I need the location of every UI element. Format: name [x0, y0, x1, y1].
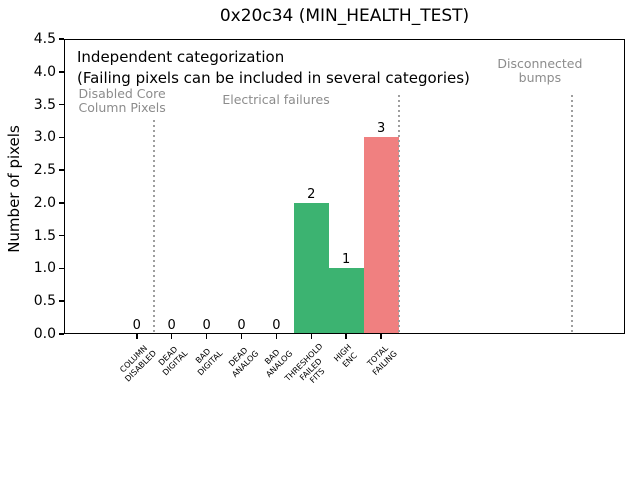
y-tick-label: 0.5: [33, 293, 56, 310]
bar: [293, 202, 329, 334]
y-tick-label: 2.5: [33, 162, 56, 179]
x-axis-tick: [380, 334, 382, 339]
x-axis-tick: [170, 334, 173, 339]
plot-area-border: [64, 39, 625, 334]
bar-value-label: 0: [202, 318, 211, 333]
y-tick-label: 1.0: [33, 260, 56, 277]
separator-line: [152, 120, 155, 334]
y-axis-tick: [59, 103, 64, 106]
annotation-independent-categorization: Independent categorization (Failing pixe…: [77, 48, 470, 87]
y-axis-tick: [59, 136, 64, 139]
y-tick-label: 3.0: [33, 129, 56, 146]
y-axis-tick: [59, 169, 64, 171]
bar-value-label: 0: [167, 318, 176, 333]
y-tick-label: 2.0: [33, 194, 56, 211]
y-axis-tick: [59, 267, 64, 270]
bar-value-label: 1: [342, 252, 351, 268]
bar-value-label: 2: [307, 186, 316, 202]
y-tick-label: 0.0: [33, 326, 56, 342]
separator-line: [570, 95, 573, 334]
x-axis-tick: [310, 334, 313, 339]
chart-title: 0x20c34 (MIN_HEALTH_TEST): [219, 6, 470, 26]
region-label: Disabled Core Column Pixels: [78, 86, 166, 115]
y-axis-tick: [59, 202, 64, 204]
x-tick-label: DEAD ANALOG: [226, 345, 260, 379]
y-tick-label: 3.5: [33, 96, 56, 113]
bar-value-label: 0: [237, 318, 246, 333]
x-tick-label: DEAD DIGITAL: [157, 344, 190, 378]
y-tick-label: 4.0: [33, 63, 56, 80]
y-tick-label: 4.5: [33, 31, 56, 47]
y-axis-tick: [59, 234, 64, 237]
x-tick-label: HIGH ENC: [331, 342, 359, 369]
separator-line: [397, 95, 400, 334]
x-axis-tick: [275, 334, 278, 339]
x-axis-tick: [205, 334, 208, 339]
x-axis-tick: [240, 334, 243, 339]
bar-value-label: 3: [376, 121, 386, 137]
bar-value-label: 0: [272, 318, 281, 333]
bar: [328, 268, 364, 334]
x-tick-label: COLUMN DISABLED: [118, 343, 158, 384]
x-axis-tick: [345, 334, 347, 339]
y-axis-tick: [59, 300, 64, 302]
x-axis-tick: [136, 334, 138, 339]
bar: [363, 137, 399, 334]
region-label: Disconnected bumps: [497, 56, 583, 85]
x-tick-label: TOTAL FAILING: [365, 343, 399, 377]
y-tick-label: 1.5: [33, 227, 56, 244]
bar-value-label: 0: [132, 318, 141, 333]
y-axis-tick: [59, 333, 64, 335]
region-label: Electrical failures: [222, 92, 330, 107]
y-axis-tick: [59, 38, 64, 40]
x-tick-label: BAD DIGITAL: [193, 346, 225, 378]
x-tick-label: THRESHOLD FAILED FITS: [283, 342, 327, 386]
y-axis-tick: [59, 71, 64, 73]
